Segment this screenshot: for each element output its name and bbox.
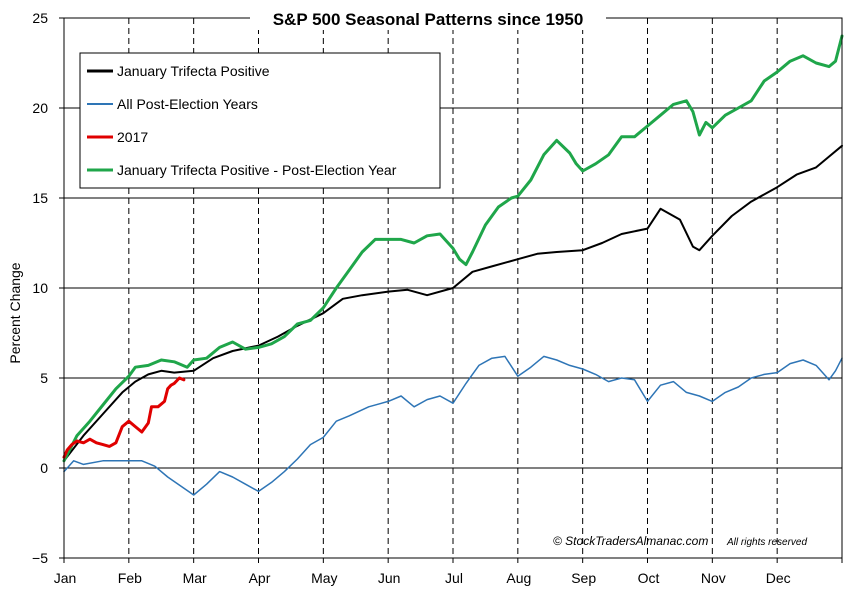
series-line (63, 355, 843, 496)
series-layer (62, 34, 844, 496)
y-axis: 25 20 15 10 5 0 −5 (32, 10, 64, 566)
x-tick-label: Oct (638, 570, 660, 586)
legend-label: January Trifecta Positive - Post-Electio… (117, 162, 397, 178)
x-tick-label: Jul (445, 570, 463, 586)
legend-label: 2017 (117, 129, 148, 145)
legend-label: January Trifecta Positive (117, 63, 270, 79)
chart-title: S&P 500 Seasonal Patterns since 1950 (273, 10, 584, 29)
x-axis: Jan Feb Mar Apr May Jun Jul Aug Sep Oct Nov Dec (54, 558, 843, 586)
x-tick-label: Jan (54, 570, 77, 586)
y-axis-title: Percent Change (7, 262, 23, 363)
x-tick-label: Aug (506, 570, 531, 586)
copyright-text: © StockTradersAlmanac.com (553, 534, 708, 548)
chart-title-background (250, 8, 606, 30)
y-tick-label: 5 (40, 370, 48, 386)
y-tick-label: −5 (32, 550, 48, 566)
y-tick-label: 10 (32, 280, 48, 296)
series-line (62, 376, 186, 459)
x-tick-label: Nov (701, 570, 726, 586)
x-tick-label: Apr (249, 570, 271, 586)
x-tick-label: May (311, 570, 337, 586)
copyright-rights: All rights reserved (726, 537, 807, 548)
x-tick-label: Feb (118, 570, 142, 586)
y-tick-label: 25 (32, 10, 48, 26)
y-tick-label: 20 (32, 100, 48, 116)
series-line (62, 34, 844, 463)
legend-label: All Post-Election Years (117, 96, 258, 112)
legend: January Trifecta Positive All Post-Electi… (79, 52, 441, 189)
copyright-notice: © StockTradersAlmanac.com All rights res… (553, 534, 807, 548)
x-tick-label: Sep (571, 570, 596, 586)
y-tick-label: 0 (40, 460, 48, 476)
y-tick-label: 15 (32, 190, 48, 206)
x-tick-label: Dec (766, 570, 791, 586)
x-tick-label: Mar (183, 570, 207, 586)
series-line (63, 144, 843, 462)
x-tick-label: Jun (378, 570, 401, 586)
legend-box (79, 52, 441, 189)
